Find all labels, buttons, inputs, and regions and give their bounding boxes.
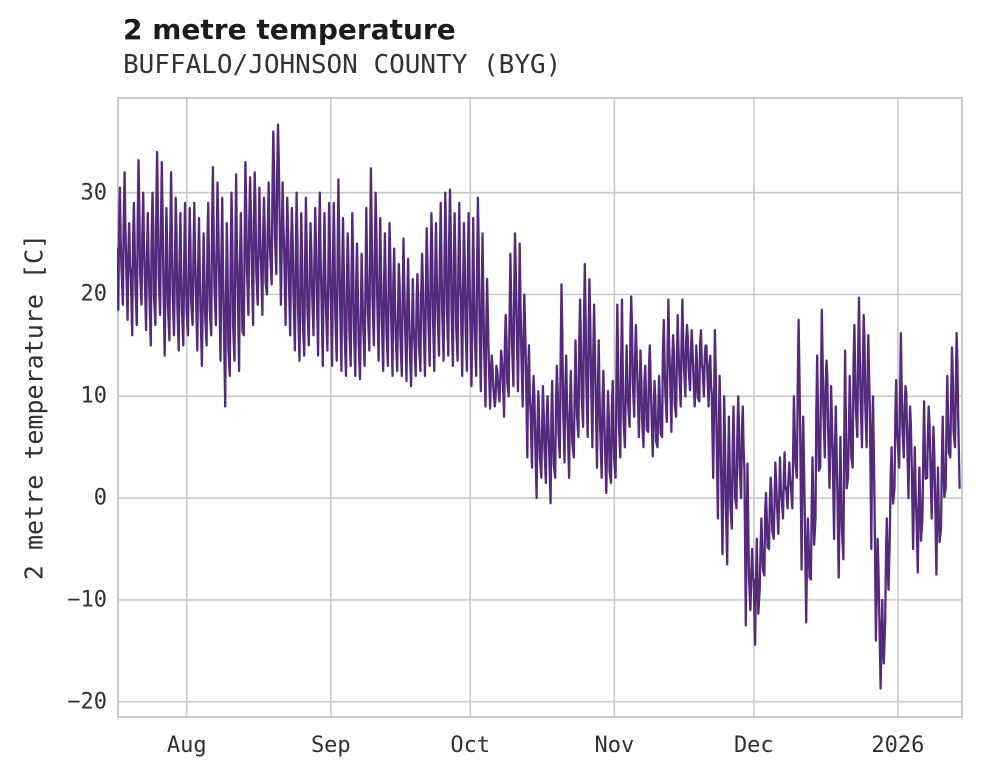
temperature-series-line: [117, 123, 961, 690]
y-tick-label: 20: [80, 281, 108, 307]
y-tick-label: −20: [67, 689, 107, 715]
y-tick-label: 30: [80, 180, 108, 206]
plot-area: [117, 97, 963, 718]
temperature-line-chart: [117, 97, 963, 718]
x-tick-label: Oct: [450, 733, 491, 758]
x-tick-label: Nov: [594, 733, 635, 758]
x-tick-label: Dec: [733, 733, 774, 758]
y-tick-label: −10: [67, 587, 107, 613]
x-tick-label: 2026: [871, 733, 925, 758]
chart-title: 2 metre temperature: [123, 13, 456, 46]
plot-border: [117, 97, 963, 718]
x-tick-label: Sep: [310, 733, 351, 758]
chart-subtitle: BUFFALO/JOHNSON COUNTY (BYG): [123, 50, 562, 80]
y-tick-label: 10: [80, 383, 108, 409]
y-tick-label: 0: [93, 485, 107, 511]
x-tick-label: Aug: [166, 733, 207, 758]
